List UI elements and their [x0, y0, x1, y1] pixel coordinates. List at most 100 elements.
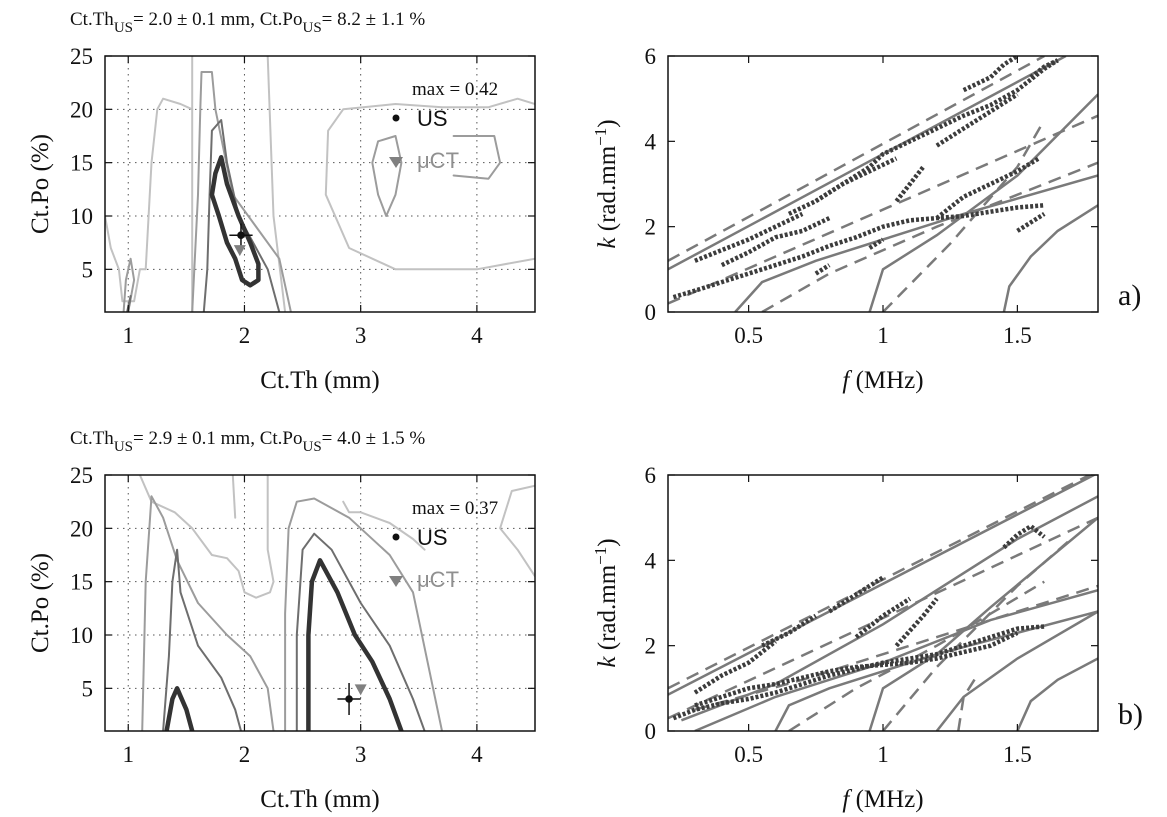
- contour-mid: [191, 71, 292, 312]
- contour-mid: [122, 257, 136, 312]
- contour-outer: [342, 500, 426, 551]
- contour-outer: [324, 97, 535, 271]
- model-curve-solid: [774, 610, 1098, 731]
- x-axis-label: Ct.Th (mm): [260, 367, 379, 394]
- measured-data: [868, 237, 885, 250]
- panel-b-left: Ct.ThUS= 2.9 ± 0.1 mm, Ct.PoUS= 4.0 ± 1.…: [27, 428, 536, 813]
- ticks: 1 2 3 4 5 10 15 20 25: [70, 44, 535, 348]
- plot-frame: [104, 55, 536, 313]
- measured-data: [787, 156, 898, 216]
- contour-inner: [295, 532, 426, 731]
- x-tick-label: 0.5: [734, 742, 763, 767]
- dispersion-curves: [668, 56, 1098, 312]
- x-tick-label: 4: [471, 323, 483, 348]
- contour-peak: [306, 558, 404, 731]
- x-axis-label: f (MHz): [842, 786, 923, 813]
- measured-data: [1016, 211, 1046, 233]
- model-curve-solid: [868, 516, 1098, 731]
- grid: [105, 55, 535, 312]
- contour-peak: [209, 155, 261, 288]
- x-tick-label: 1: [122, 742, 134, 767]
- legend-us-label: US: [417, 106, 448, 131]
- model-curve-dashed: [694, 584, 1098, 711]
- contour-lines: [138, 475, 535, 731]
- legend-us-marker: [392, 114, 400, 122]
- y-tick-label: 25: [70, 463, 93, 488]
- y-tick-label: 6: [645, 463, 657, 488]
- measured-data: [935, 156, 1041, 220]
- legend-us-label: US: [417, 525, 448, 550]
- panel-a-right: 0.5 1 1.5 0 2 4 6 f (MHz) k (rad.mm−1) a): [591, 44, 1141, 394]
- model-curve-dashed: [668, 56, 1045, 262]
- legend-uct-marker: [389, 576, 403, 587]
- panel-label-a: a): [1118, 279, 1141, 312]
- y-axis-label: Ct.Po (%): [27, 134, 54, 234]
- uct-point: [354, 684, 367, 696]
- y-axis-label: Ct.Po (%): [27, 553, 54, 653]
- measured-data: [962, 56, 1019, 93]
- legend-us-marker: [392, 533, 400, 541]
- contour-mid: [371, 135, 403, 217]
- contour-mid: [284, 497, 443, 731]
- ticks: 0.5 1 1.5 0 2 4 6: [645, 463, 1098, 767]
- model-curve-dashed: [761, 161, 1098, 312]
- x-tick-label: 1.5: [1003, 742, 1032, 767]
- panel-b-right: 0.5 1 1.5 0 2 4 6 f (MHz) k (rad.mm−1) b): [591, 463, 1143, 813]
- y-tick-label: 15: [70, 570, 93, 595]
- measured-data: [1002, 523, 1046, 550]
- x-tick-label: 3: [355, 742, 367, 767]
- contour-outer: [266, 56, 287, 312]
- measured-data: [935, 92, 1019, 148]
- y-tick-label: 20: [70, 97, 93, 122]
- grid: [105, 474, 535, 731]
- contour-outer: [105, 97, 194, 303]
- legend-uct-label: μCT: [417, 148, 459, 173]
- model-curve-solid: [734, 174, 1098, 312]
- measured-data: [693, 639, 777, 695]
- y-tick-label: 0: [645, 719, 657, 744]
- ticks: 1 2 3 4 5 10 15 20 25: [70, 463, 535, 767]
- y-tick-label: 5: [82, 257, 94, 282]
- measured-data: [854, 596, 912, 639]
- y-tick-label: 4: [645, 129, 657, 154]
- y-tick-label: 10: [70, 623, 93, 648]
- title-b: Ct.ThUS= 2.9 ± 0.1 mm, Ct.PoUS= 4.0 ± 1.…: [70, 428, 425, 455]
- x-tick-label: 1.5: [1003, 323, 1032, 348]
- y-tick-label: 15: [70, 151, 93, 176]
- measured-data: [694, 211, 804, 263]
- x-tick-label: 2: [239, 742, 251, 767]
- measured-data: [828, 575, 885, 614]
- panel-a-left: Ct.ThUS= 2.0 ± 0.1 mm, Ct.PoUS= 8.2 ± 1.…: [27, 9, 536, 394]
- contour-mid: [141, 495, 275, 731]
- contour-outer: [138, 475, 275, 599]
- y-tick-label: 20: [70, 516, 93, 541]
- x-axis-label: Ct.Th (mm): [260, 786, 379, 813]
- model-curve-solid: [868, 93, 1098, 312]
- x-axis-label: f (MHz): [842, 367, 923, 394]
- model-curve-dashed: [957, 674, 979, 731]
- data-points: [337, 683, 367, 715]
- y-tick-label: 2: [645, 634, 657, 659]
- x-tick-label: 1: [877, 742, 889, 767]
- contour-inner: [126, 295, 132, 312]
- model-curve-solid: [935, 610, 1098, 731]
- model-curve-dashed: [882, 538, 1072, 731]
- plot-frame: [667, 55, 1099, 313]
- y-tick-label: 2: [645, 215, 657, 240]
- measured-data: [761, 613, 818, 648]
- us-point: [345, 695, 353, 703]
- contour-lines: [105, 56, 535, 312]
- y-tick-label: 5: [82, 676, 94, 701]
- model-curve-solid: [668, 56, 1067, 271]
- x-tick-label: 3: [355, 323, 367, 348]
- x-tick-label: 0.5: [734, 323, 763, 348]
- us-point: [237, 231, 245, 239]
- title-a: Ct.ThUS= 2.0 ± 0.1 mm, Ct.PoUS= 8.2 ± 1.…: [70, 9, 425, 36]
- contour-inner: [202, 119, 281, 312]
- plot-frame: [667, 474, 1099, 732]
- model-curve-solid: [1016, 657, 1098, 731]
- contour-outer: [499, 484, 535, 578]
- plot-frame: [104, 474, 536, 732]
- y-tick-label: 25: [70, 44, 93, 69]
- dispersion-curves: [668, 475, 1098, 731]
